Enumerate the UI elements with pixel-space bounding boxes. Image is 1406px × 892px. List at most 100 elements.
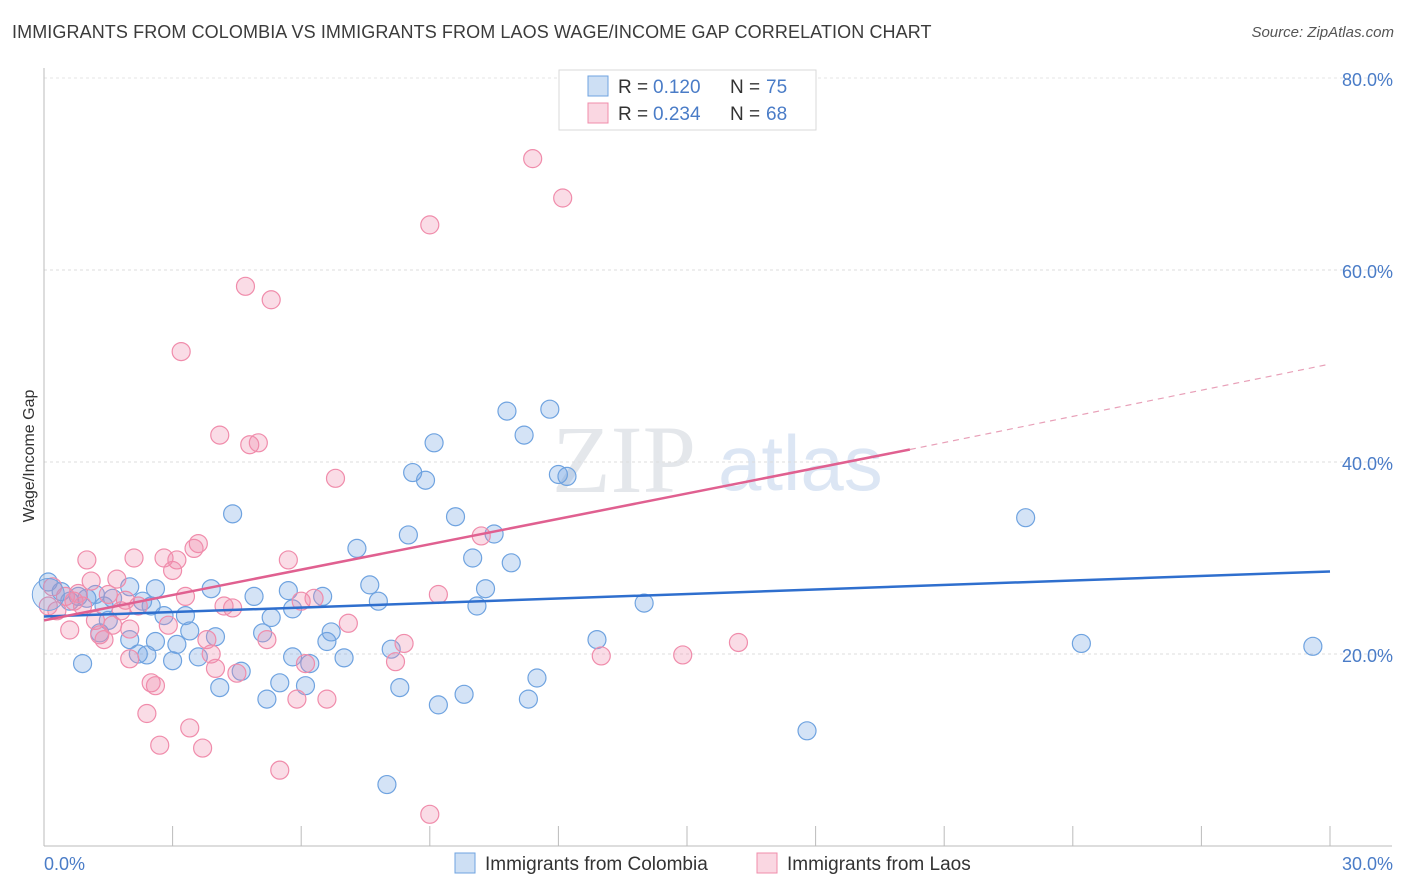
point-colombia-48 bbox=[428, 695, 448, 715]
data-points bbox=[31, 149, 1323, 824]
x-tick-label-start: 0.0% bbox=[44, 854, 85, 874]
tick-labels: 20.0% 40.0% 60.0% 80.0% 0.0% 30.0% bbox=[44, 70, 1393, 874]
gridlines bbox=[44, 77, 1392, 655]
trend-line-laos bbox=[43, 448, 911, 622]
point-laos-13 bbox=[107, 569, 127, 589]
point-colombia-44 bbox=[390, 677, 410, 698]
point-laos-26 bbox=[171, 342, 191, 362]
point-colombia-66 bbox=[797, 721, 817, 741]
bottom-legend-swatch-colombia bbox=[454, 852, 476, 874]
point-colombia-35 bbox=[300, 653, 320, 674]
point-laos-43 bbox=[270, 760, 290, 780]
point-colombia-19 bbox=[180, 621, 200, 641]
point-laos-30 bbox=[180, 718, 200, 738]
point-colombia-26 bbox=[223, 504, 243, 524]
point-colombia-60 bbox=[540, 399, 560, 419]
point-laos-15 bbox=[120, 619, 140, 639]
legend-swatch-colombia bbox=[587, 75, 609, 97]
point-laos-61 bbox=[728, 632, 749, 653]
stats-legend-box bbox=[558, 69, 817, 131]
bottom-legend: Immigrants from Colombia Immigrants from… bbox=[454, 852, 971, 875]
point-colombia-68 bbox=[1071, 633, 1091, 654]
point-colombia-24 bbox=[210, 677, 230, 698]
point-laos-38 bbox=[235, 276, 256, 296]
point-laos-24 bbox=[163, 560, 183, 581]
point-colombia-56 bbox=[497, 401, 517, 421]
y-tick-label-80: 80.0% bbox=[1342, 70, 1393, 90]
point-laos-66 bbox=[223, 598, 243, 618]
point-laos-41 bbox=[257, 629, 277, 650]
point-laos-10 bbox=[94, 629, 114, 650]
point-colombia-31 bbox=[278, 581, 298, 601]
point-laos-46 bbox=[295, 653, 316, 674]
point-colombia-45 bbox=[398, 525, 418, 545]
point-colombia-72 bbox=[167, 634, 187, 655]
legend-swatch-laos bbox=[587, 102, 609, 124]
point-laos-62 bbox=[42, 577, 63, 597]
point-laos-54 bbox=[420, 804, 440, 824]
point-laos-42 bbox=[261, 290, 281, 310]
point-colombia-62 bbox=[557, 466, 577, 486]
point-laos-44 bbox=[278, 550, 298, 570]
y-tick-label-40: 40.0% bbox=[1342, 454, 1393, 474]
point-laos-37 bbox=[227, 663, 247, 683]
point-colombia-63 bbox=[377, 774, 397, 795]
point-laos-25 bbox=[167, 550, 187, 570]
watermark-zip: ZIP bbox=[552, 406, 696, 513]
axes bbox=[43, 68, 1392, 847]
point-laos-67 bbox=[291, 591, 311, 611]
point-colombia-17 bbox=[137, 645, 157, 665]
point-laos-22 bbox=[150, 735, 170, 755]
point-colombia-58 bbox=[514, 425, 534, 445]
point-laos-53 bbox=[420, 215, 440, 235]
point-colombia-39 bbox=[334, 648, 354, 668]
point-laos-11 bbox=[98, 584, 118, 605]
point-laos-55 bbox=[428, 584, 448, 605]
point-colombia-18 bbox=[163, 651, 183, 671]
point-colombia-67 bbox=[1016, 508, 1036, 528]
point-colombia-40 bbox=[347, 538, 367, 559]
point-colombia-51 bbox=[454, 684, 474, 704]
point-laos-52 bbox=[394, 633, 414, 654]
point-colombia-11 bbox=[120, 629, 140, 650]
point-colombia-5 bbox=[72, 653, 93, 674]
point-laos-45 bbox=[287, 689, 307, 709]
point-colombia-55 bbox=[501, 553, 521, 573]
chart-title: IMMIGRANTS FROM COLOMBIA VS IMMIGRANTS F… bbox=[12, 22, 932, 42]
point-laos-65 bbox=[158, 615, 178, 635]
point-colombia-32 bbox=[270, 673, 290, 693]
legend-n-value-laos: 68 bbox=[766, 104, 787, 125]
point-colombia-20 bbox=[175, 605, 196, 626]
point-colombia-cluster bbox=[31, 577, 65, 611]
source-credit: Source: ZipAtlas.com bbox=[1251, 24, 1394, 41]
point-laos-49 bbox=[325, 468, 346, 488]
point-colombia-27 bbox=[244, 586, 264, 607]
legend-r-value-laos: 0.234 bbox=[653, 104, 701, 125]
point-colombia-49 bbox=[424, 433, 444, 453]
trend-line-colombia bbox=[43, 570, 1331, 618]
y-axis-title: Wage/Income Gap bbox=[21, 390, 38, 523]
y-tick-label-60: 60.0% bbox=[1342, 262, 1393, 282]
y-tick-label-20: 20.0% bbox=[1342, 646, 1393, 666]
point-laos-35 bbox=[210, 425, 230, 445]
point-colombia-16 bbox=[145, 631, 166, 652]
point-laos-29 bbox=[188, 533, 208, 554]
point-laos-17 bbox=[120, 649, 140, 669]
trend-lines bbox=[43, 363, 1331, 622]
point-laos-40 bbox=[248, 433, 268, 453]
point-colombia-34 bbox=[295, 676, 316, 696]
x-tick-label-end: 30.0% bbox=[1342, 854, 1393, 874]
point-laos-31 bbox=[193, 738, 213, 758]
bottom-legend-swatch-laos bbox=[756, 852, 778, 874]
trend-line-laos-extension bbox=[909, 363, 1331, 451]
point-laos-16 bbox=[124, 548, 144, 568]
bottom-legend-label-laos: Immigrants from Laos bbox=[787, 854, 971, 875]
point-laos-33 bbox=[201, 644, 221, 664]
point-laos-50 bbox=[338, 613, 358, 633]
point-colombia-74 bbox=[463, 548, 483, 568]
point-laos-60 bbox=[673, 645, 693, 665]
bottom-legend-label-colombia: Immigrants from Colombia bbox=[485, 854, 708, 875]
legend-r-label-colombia: R = bbox=[618, 77, 648, 98]
point-laos-58 bbox=[553, 188, 573, 208]
